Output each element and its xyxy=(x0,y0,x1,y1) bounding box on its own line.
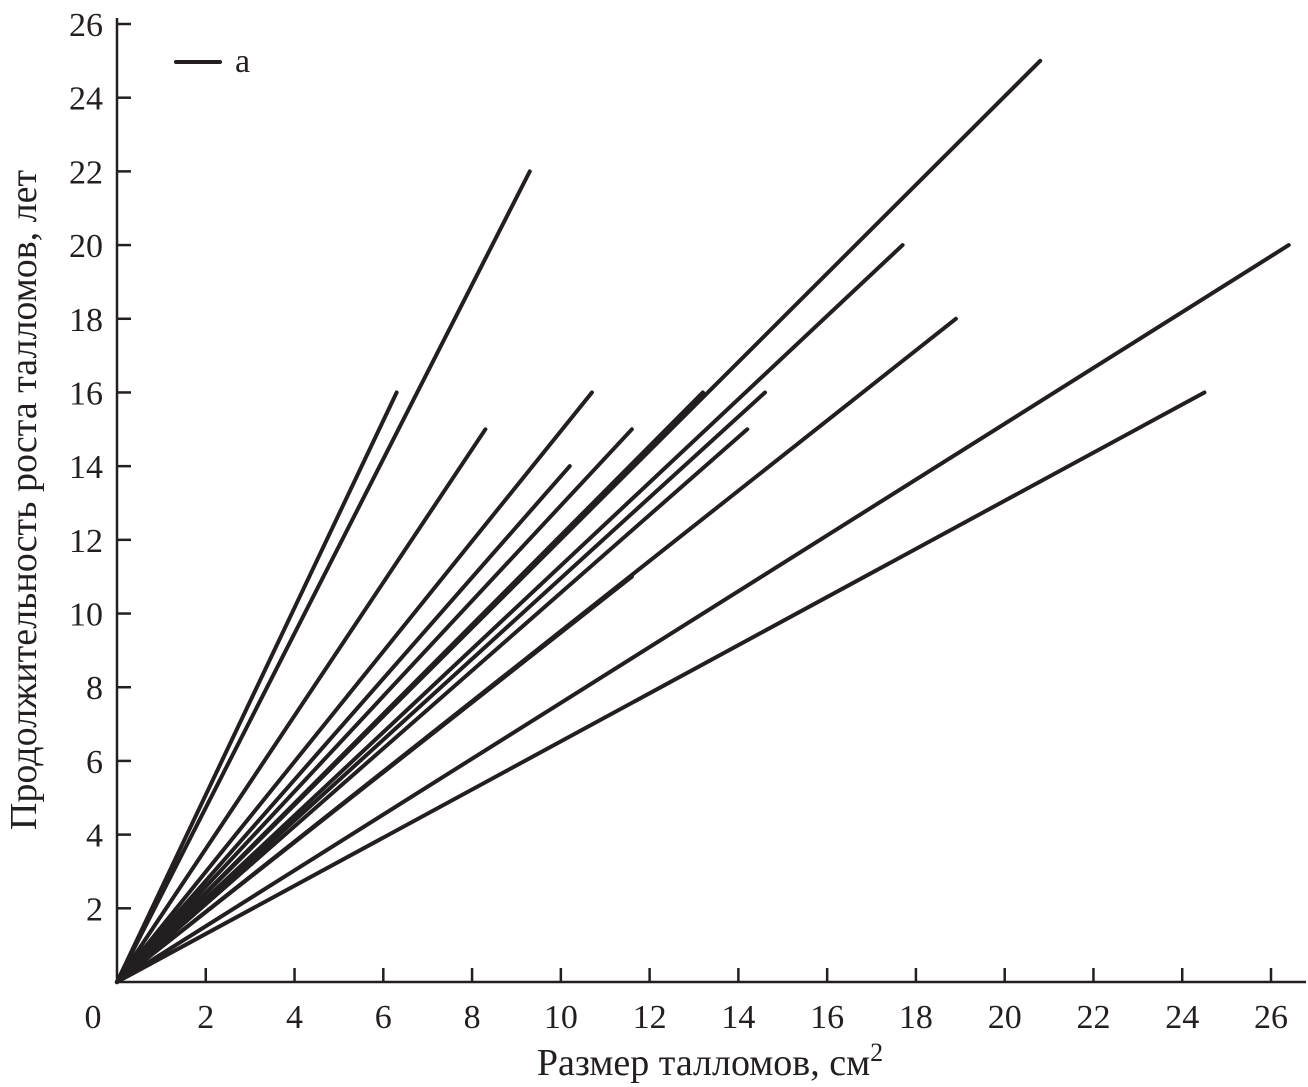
x-tick-label: 4 xyxy=(286,999,303,1036)
x-tick-label: 6 xyxy=(375,999,392,1036)
y-tick-label: 12 xyxy=(69,523,103,560)
x-tick-label: 20 xyxy=(988,999,1022,1036)
x-axis-title: Размер талломов, см2 xyxy=(537,1038,883,1084)
series-layer xyxy=(115,58,1291,984)
series-line xyxy=(115,243,1291,984)
axes-layer xyxy=(115,18,1306,984)
series-line xyxy=(115,390,768,984)
y-tick-label: 4 xyxy=(86,818,103,855)
series-line xyxy=(115,427,488,984)
y-tick-label: 26 xyxy=(69,7,103,44)
y-tick-label: 24 xyxy=(69,81,103,118)
y-tick-label: 10 xyxy=(69,597,103,634)
series-line xyxy=(115,243,905,984)
series-line xyxy=(115,390,1207,984)
ticks-layer: 0 2 4 6 8 10 12 14 16 18 20 22 24 2624681012141618202… xyxy=(69,7,1288,1036)
series-line xyxy=(115,390,399,984)
series-line xyxy=(115,427,750,984)
y-tick-label: 16 xyxy=(69,375,103,412)
x-tick-label: 12 xyxy=(633,999,667,1036)
series-line xyxy=(115,58,1043,984)
y-tick-label: 20 xyxy=(69,228,103,265)
y-tick-label: 18 xyxy=(69,302,103,339)
y-tick-label: 14 xyxy=(69,449,103,486)
x-tick-label: 8 xyxy=(464,999,481,1036)
legend-label: a xyxy=(235,43,250,80)
y-tick-label: 2 xyxy=(86,891,103,928)
series-line xyxy=(115,464,572,984)
x-axis-title-superscript: 2 xyxy=(870,1038,883,1067)
x-tick-label: 10 xyxy=(544,999,578,1036)
y-tick-label: 8 xyxy=(86,670,103,707)
y-axis-title: Продолжительность роста талломов, лет xyxy=(3,169,45,830)
x-tick-label: 14 xyxy=(721,999,755,1036)
series-line xyxy=(115,169,532,984)
x-tick-label: 18 xyxy=(899,999,933,1036)
x-tick-label: 24 xyxy=(1165,999,1199,1036)
series-line xyxy=(115,427,634,984)
x-tick-label: 16 xyxy=(810,999,844,1036)
y-tick-label: 6 xyxy=(86,744,103,781)
x-axis-title-text: Размер талломов, см xyxy=(537,1042,870,1084)
y-tick-label: 22 xyxy=(69,154,103,191)
legend: a xyxy=(174,43,250,80)
x-tick-label: 22 xyxy=(1076,999,1110,1036)
series-line xyxy=(115,390,594,984)
x-tick-label: 2 xyxy=(197,999,214,1036)
x-tick-label: 0 xyxy=(85,999,102,1036)
series-line xyxy=(115,316,958,984)
x-tick-label: 26 xyxy=(1254,999,1288,1036)
